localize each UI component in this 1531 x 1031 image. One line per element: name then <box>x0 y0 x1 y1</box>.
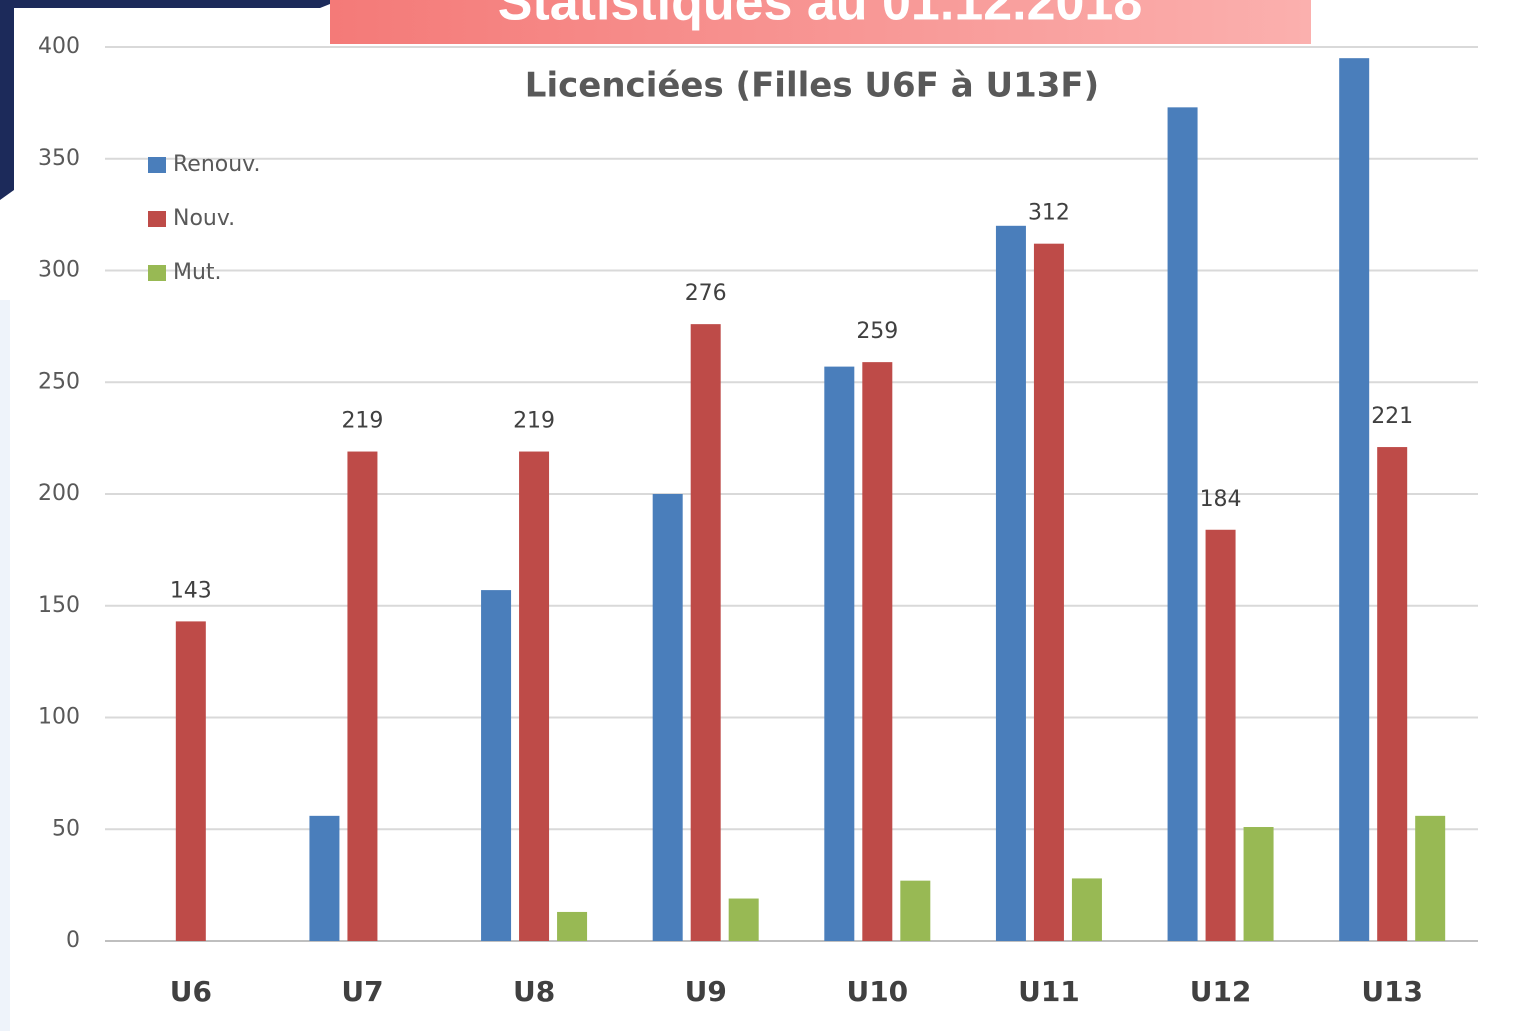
legend-swatch <box>148 211 166 227</box>
x-tick-label: U7 <box>341 975 383 1008</box>
bar <box>862 362 893 941</box>
x-tick-label: U12 <box>1190 975 1252 1008</box>
y-tick-label: 250 <box>38 369 80 394</box>
bar <box>1205 529 1236 941</box>
data-label: 219 <box>513 409 555 434</box>
bar <box>900 880 931 941</box>
data-label: 312 <box>1028 201 1070 226</box>
x-tick-label: U8 <box>513 975 555 1008</box>
legend-swatch <box>148 157 166 173</box>
bar <box>824 366 855 942</box>
bar <box>1071 878 1102 941</box>
x-tick-label: U10 <box>846 975 908 1008</box>
y-tick-label: 350 <box>38 146 80 171</box>
data-label: 221 <box>1371 404 1413 429</box>
bar <box>1243 827 1274 941</box>
y-tick-label: 400 <box>38 34 80 59</box>
bar <box>652 494 683 941</box>
bar <box>1377 447 1408 941</box>
banner <box>330 0 1311 44</box>
legend-label: Renouv. <box>173 152 260 177</box>
bar <box>690 324 721 941</box>
data-label: 219 <box>341 409 383 434</box>
y-tick-label: 0 <box>66 928 80 953</box>
data-label: 259 <box>856 319 898 344</box>
legend-label: Mut. <box>173 260 222 285</box>
side-shade <box>0 300 10 1031</box>
x-tick-label: U6 <box>170 975 212 1008</box>
y-tick-label: 200 <box>38 481 80 506</box>
chart-title: Licenciées (Filles U6F à U13F) <box>525 66 1099 106</box>
legend-swatch <box>148 265 166 281</box>
bar <box>1415 815 1446 941</box>
legend-label: Nouv. <box>173 206 235 231</box>
x-tick-label: U13 <box>1361 975 1423 1008</box>
bar <box>309 815 340 941</box>
data-label: 184 <box>1200 487 1242 512</box>
bar <box>557 911 588 941</box>
y-tick-label: 50 <box>52 816 80 841</box>
data-label: 276 <box>685 281 727 306</box>
y-tick-label: 300 <box>38 258 80 283</box>
x-tick-label: U11 <box>1018 975 1080 1008</box>
bar <box>728 898 759 941</box>
banner-title: Statistiques au 01.12.2018 <box>498 0 1143 32</box>
bar <box>481 590 512 941</box>
bar <box>175 621 206 941</box>
x-tick-label: U9 <box>685 975 727 1008</box>
bar <box>995 225 1026 942</box>
data-label: 143 <box>170 578 212 603</box>
bar <box>1033 243 1064 941</box>
y-tick-label: 100 <box>38 705 80 730</box>
bar <box>347 451 378 941</box>
bar <box>1339 58 1370 942</box>
bar <box>1167 107 1198 942</box>
y-tick-label: 150 <box>38 593 80 618</box>
bar <box>519 451 550 941</box>
